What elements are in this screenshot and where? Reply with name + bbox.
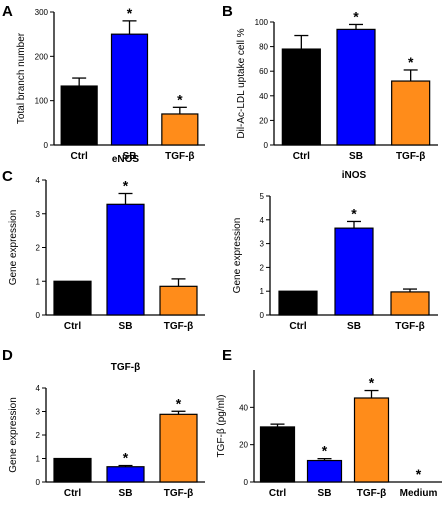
x-tick-label: SB <box>349 151 363 162</box>
y-tick-label: 2 <box>36 431 41 440</box>
chart-panel-4: D TGF-β 0 1 2 3 4 Gene expression Ctrl * SB * TGF-β <box>2 347 205 499</box>
bar-SB <box>334 227 374 316</box>
y-axis-label: Gene expression <box>8 397 19 473</box>
y-tick-label: 100 <box>35 97 49 106</box>
panel-title: eNOS <box>112 154 140 165</box>
x-tick-label: SB <box>119 488 133 499</box>
bar-SB <box>106 466 145 483</box>
x-tick-label: TGF-β <box>164 488 193 499</box>
bar-Ctrl <box>60 85 98 146</box>
x-tick-label: SB <box>123 151 137 162</box>
bar-TGF-β <box>159 285 198 316</box>
significance-marker: * <box>353 8 359 24</box>
bar-SB <box>106 203 145 316</box>
significance-marker: * <box>369 375 375 391</box>
panel-label: E <box>222 347 232 364</box>
y-tick-label: 1 <box>260 287 265 296</box>
y-tick-label: 3 <box>36 210 41 219</box>
bar-Ctrl <box>53 280 92 316</box>
bar-Ctrl <box>281 48 321 146</box>
y-tick-label: 200 <box>35 52 49 61</box>
y-tick-label: 0 <box>44 141 49 150</box>
x-tick-label: Ctrl <box>71 151 88 162</box>
panel-label: A <box>2 3 13 20</box>
y-tick-label: 20 <box>259 116 268 125</box>
y-tick-label: 40 <box>239 403 248 412</box>
y-tick-label: 0 <box>36 478 41 487</box>
chart-panel-0: A 0 100 200 300 Total branch number Ctrl * SB * TG… <box>2 3 205 162</box>
bar-TGF-β <box>390 291 430 316</box>
y-tick-label: 1 <box>36 277 41 286</box>
bar-TGF-β <box>353 397 390 483</box>
bar-Ctrl <box>53 457 92 483</box>
x-tick-label: SB <box>347 321 361 332</box>
y-tick-label: 0 <box>260 311 265 320</box>
y-tick-label: 60 <box>259 67 268 76</box>
bar-TGF-β <box>391 80 431 146</box>
significance-marker: * <box>123 450 129 466</box>
x-tick-label: TGF-β <box>357 488 386 499</box>
y-tick-label: 3 <box>260 240 265 249</box>
y-tick-label: 40 <box>259 92 268 101</box>
x-tick-label: Ctrl <box>64 321 81 332</box>
panel-title: TGF-β <box>111 362 140 373</box>
y-axis-label: Total branch number <box>16 32 27 124</box>
x-tick-label: TGF-β <box>164 321 193 332</box>
y-axis-label: Gene expression <box>232 218 243 294</box>
y-tick-label: 5 <box>260 192 265 201</box>
x-tick-label: TGF-β <box>395 321 424 332</box>
y-axis-label: TGF-β (pg/ml) <box>216 395 227 458</box>
y-tick-label: 4 <box>36 384 41 393</box>
significance-marker: * <box>176 395 182 411</box>
y-tick-label: 2 <box>36 244 41 253</box>
panel-label: C <box>2 168 13 185</box>
significance-marker: * <box>416 466 422 482</box>
x-tick-label: Medium <box>400 488 438 499</box>
significance-marker: * <box>351 205 357 221</box>
y-tick-label: 4 <box>36 176 41 185</box>
y-tick-label: 2 <box>260 263 265 272</box>
bar-TGF-β <box>161 113 199 146</box>
x-tick-label: TGF-β <box>165 151 194 162</box>
significance-marker: * <box>127 5 133 21</box>
chart-panel-3: iNOS 0 1 2 3 4 5 Gene expression Ctrl * SB TGF-β <box>232 170 438 332</box>
x-tick-label: Ctrl <box>289 321 306 332</box>
bar-SB <box>306 459 343 483</box>
x-tick-label: Ctrl <box>269 488 286 499</box>
x-tick-label: SB <box>318 488 332 499</box>
x-tick-label: SB <box>119 321 133 332</box>
bar-TGF-β <box>159 413 198 483</box>
y-tick-label: 3 <box>36 408 41 417</box>
x-tick-label: TGF-β <box>396 151 425 162</box>
y-tick-label: 20 <box>239 441 248 450</box>
y-axis-label: Dil-Ac-LDL uptake cell % <box>236 28 247 138</box>
significance-marker: * <box>123 178 129 194</box>
bar-Ctrl <box>278 290 318 316</box>
bar-Ctrl <box>259 426 296 483</box>
significance-marker: * <box>322 443 328 459</box>
y-axis-label: Gene expression <box>8 210 19 286</box>
significance-marker: * <box>177 91 183 107</box>
significance-marker: * <box>408 54 414 70</box>
y-tick-label: 300 <box>35 8 49 17</box>
y-tick-label: 0 <box>264 141 269 150</box>
panel-label: B <box>222 3 233 20</box>
y-tick-label: 100 <box>255 18 269 27</box>
y-tick-label: 0 <box>36 311 41 320</box>
bar-SB <box>110 33 149 146</box>
bar-SB <box>336 28 376 146</box>
y-tick-label: 80 <box>259 43 268 52</box>
y-tick-label: 4 <box>260 216 265 225</box>
chart-panel-1: B 0 20 40 60 80 100 Dil-Ac-LDL uptake cell % Ctr… <box>222 3 438 162</box>
panel-label: D <box>2 347 13 364</box>
x-tick-label: Ctrl <box>293 151 310 162</box>
x-tick-label: Ctrl <box>64 488 81 499</box>
y-tick-label: 0 <box>244 478 249 487</box>
y-tick-label: 1 <box>36 455 41 464</box>
panel-title: iNOS <box>342 170 367 181</box>
chart-panel-5: E 0 20 40 TGF-β (pg/ml) Ctrl * SB * TGF-β * Medium <box>216 347 442 499</box>
